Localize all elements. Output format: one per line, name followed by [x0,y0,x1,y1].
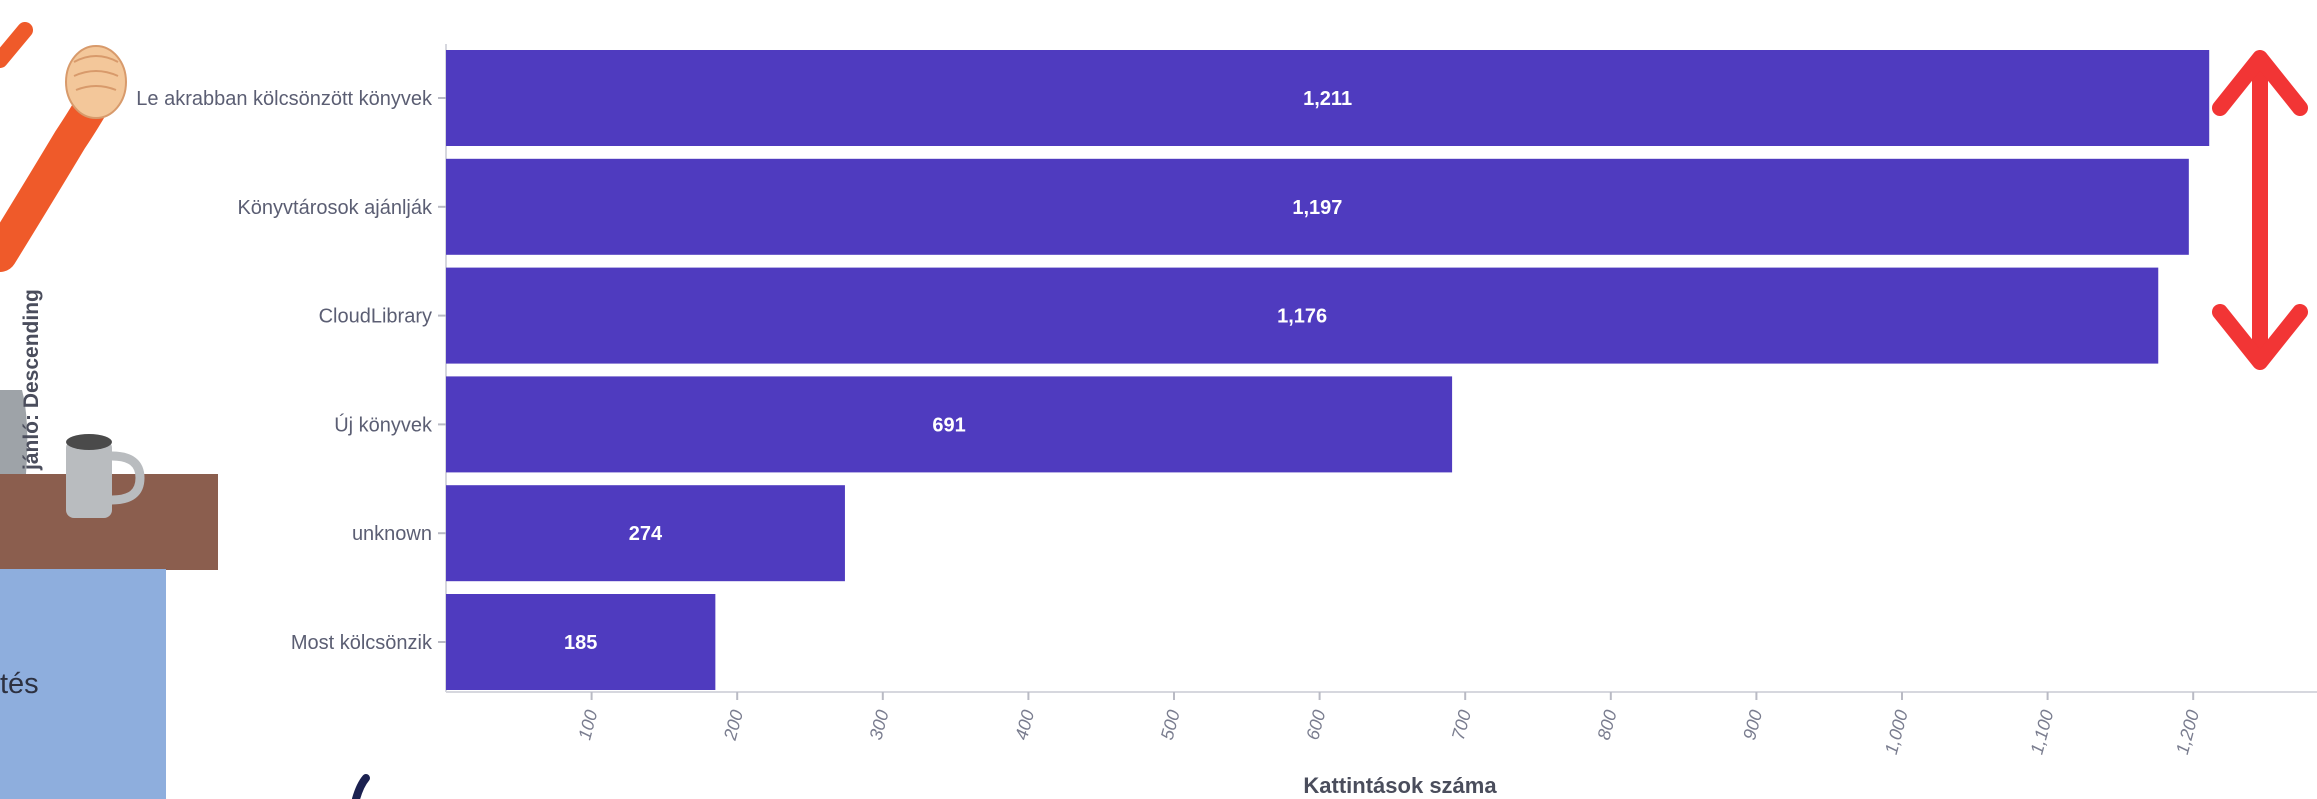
bar-value-label: 1,176 [1277,306,1327,328]
x-tick-label: 1,200 [2172,708,2203,757]
pen-stroke-shape [352,774,370,799]
illustration [0,22,218,570]
x-tick-label: 800 [1594,708,1621,742]
y-tick-label: Új könyvek [334,413,433,436]
fist-shape [65,45,127,119]
x-axis-title: Kattintások száma [1303,773,1497,798]
bar[interactable] [446,594,716,690]
x-tick-label: 700 [1448,708,1475,742]
y-tick-label: Könyvtárosok ajánlják [237,197,433,219]
x-tick-label: 500 [1157,708,1184,742]
y-tick-labels: Le akrabban kölcsönzött könyvek Könyvtáro… [136,88,446,654]
bar[interactable] [446,158,2189,255]
x-ticks: 100 200 300 400 500 600 700 800 900 1,000 1,100 1,2… [574,692,2203,757]
mug-icon [66,434,145,518]
y-tick-label: Most kölcsönzik [291,632,433,654]
bar[interactable] [446,50,2210,146]
coffee-pot-shape [0,390,28,474]
bar[interactable] [446,485,845,582]
x-tick-label: 300 [866,708,893,742]
x-tick-label: 1,000 [1881,708,1912,757]
bar-value-label: 185 [564,632,597,654]
x-tick-label: 600 [1302,708,1329,742]
x-tick-label: 100 [574,708,601,742]
x-tick-label: 400 [1011,708,1038,742]
x-tick-label: 1,100 [2026,708,2057,757]
bar-value-label: 691 [932,414,965,436]
side-panel-text: tés [0,668,39,700]
y-tick-label: CloudLibrary [319,306,432,328]
bar-value-label: 1,197 [1292,197,1342,219]
double-arrow-icon [2212,50,2308,370]
bar[interactable] [446,267,2159,364]
y-axis-title: jánló: Descending [20,289,43,471]
y-tick-label: Le akrabban kölcsönzött könyvek [136,88,433,110]
bar-value-label: 1,211 [1303,88,1352,110]
y-tick-label: unknown [352,523,432,545]
bar[interactable] [446,376,1453,473]
x-tick-label: 900 [1739,708,1766,742]
bars-group: 1,211 1,197 1,176 691 274 185 [446,50,2210,690]
x-tick-label: 200 [720,708,747,743]
side-panel [0,569,166,799]
bar-value-label: 274 [629,523,663,545]
fist-fingers [73,55,119,91]
arm-stroke-top [0,22,33,68]
